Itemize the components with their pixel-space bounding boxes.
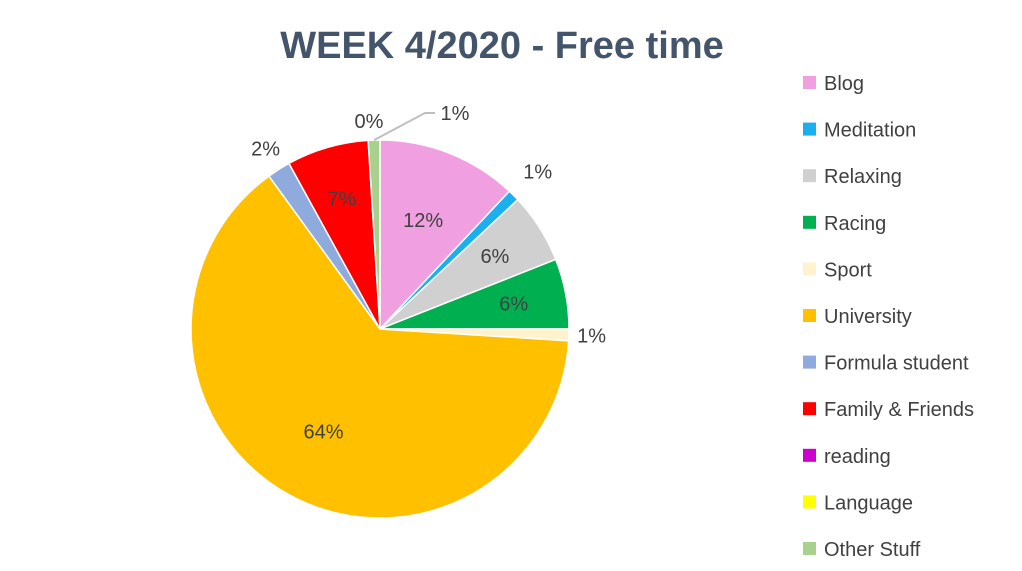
data-label-relaxing: 6% [480,246,509,268]
legend-swatch-family-and-friends [803,402,816,416]
legend-item-reading: reading [803,446,891,468]
legend-label-other-stuff: Other Stuff [824,539,921,561]
data-label-blog: 12% [403,210,443,232]
legend-swatch-formula-student [803,355,816,369]
slice-blog [379,139,511,331]
data-label-meditation: 1% [523,161,552,183]
legend-label-meditation: Meditation [824,120,916,142]
legend-label-blog: Blog [824,73,864,95]
legend-label-university: University [824,306,912,328]
data-label-family-and-friends: 7% [328,188,357,210]
legend-label-formula-student: Formula student [824,353,969,375]
legend-label-relaxing: Relaxing [824,166,902,188]
data-label-sport: 1% [577,326,606,348]
data-label-other-stuff: 1% [441,103,470,125]
slice-university [190,175,570,519]
legend-swatch-relaxing [803,169,816,183]
legend-item-university: University [803,306,912,328]
data-label-racing: 6% [499,294,528,316]
leader-line-other-stuff [373,112,435,141]
legend-item-other-stuff: Other Stuff [803,539,921,561]
legend-swatch-meditation [803,122,816,136]
legend-label-family-and-friends: Family & Friends [824,399,974,421]
slice-other-stuff [367,139,381,330]
legend-swatch-blog [803,76,816,89]
legend-label-sport: Sport [824,259,872,281]
legend-label-reading: reading [824,446,891,468]
leader-lines [373,112,435,141]
data-label-university: 64% [303,422,343,444]
legend-swatch-sport [803,262,816,276]
legend-item-formula-student: Formula student [803,353,969,375]
chart-title: WEEK 4/2020 - Free time [280,25,724,67]
legend-swatch-racing [803,215,816,229]
legend-item-sport: Sport [803,259,872,281]
data-label-language: 0% [355,111,384,133]
legend-swatch-university [803,309,816,322]
legend-item-relaxing: Relaxing [803,166,902,188]
legend-item-family-and-friends: Family & Friends [803,399,974,421]
legend-item-racing: Racing [803,213,886,235]
data-labels: 12% 1% 6% 6% 1% 64% 2% 7% 0% 1% [251,103,606,444]
legend-swatch-reading [803,448,816,462]
legend-item-blog: Blog [803,73,864,95]
legend-swatch-language [803,495,816,509]
legend-label-racing: Racing [824,213,886,235]
data-label-formula-student: 2% [251,139,280,161]
legend-item-language: Language [803,492,913,514]
pie-slices [190,139,570,519]
legend-label-language: Language [824,492,913,514]
legend: Blog Meditation Relaxing Racing Sport Univers… [803,73,974,561]
legend-swatch-other-stuff [803,542,816,555]
legend-item-meditation: Meditation [803,120,916,142]
